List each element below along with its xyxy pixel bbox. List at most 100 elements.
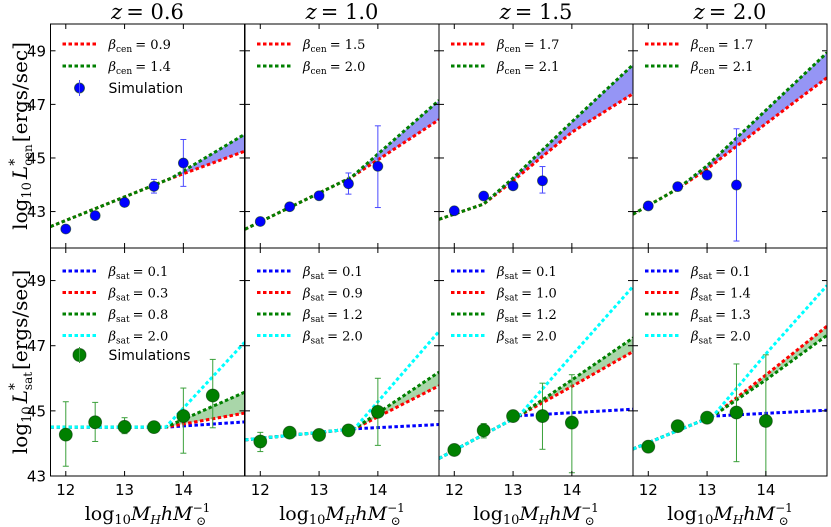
model-line-cyan [439,285,633,460]
axes-frame [244,247,440,477]
y-tick-label: 43 [27,203,46,221]
simulation-point [370,404,385,419]
legend-value: = 1.2 [521,308,557,323]
ylabel-subscript: sat [21,372,35,390]
legend-item: βcen = 1.7 [645,38,753,55]
legend-symbol: β [302,60,311,75]
legend-item: βcen = 0.9 [62,38,171,55]
legend-item: βsat = 2.0 [645,330,751,347]
xlabel-log: log [473,503,503,525]
legend-subscript: sat [311,294,325,304]
simulation-point [731,179,742,191]
legend-subscript: cen [116,45,132,55]
legend-item: βsat = 1.3 [645,308,751,325]
legend-label: βsat = 1.2 [302,308,363,325]
ylabel-log-subscript: 10 [20,406,35,423]
x-tick-label: 12 [56,481,75,499]
legend-subscript: cen [311,67,327,77]
x-tick-label: 13 [310,481,329,499]
simulation-point [478,190,490,202]
legend-symbol: β [690,330,699,345]
simulation-point [284,201,296,213]
legend-subscript: sat [311,337,325,347]
legend-label: βcen = 0.9 [108,38,171,55]
legend-symbol: β [108,265,117,280]
legend-label: βsat = 0.1 [302,265,363,282]
legend-value: = 2.0 [715,330,751,345]
simulation-point [148,180,160,192]
xlabel-log-subscript: 10 [503,513,520,527]
legend-item: βsat = 0.3 [62,287,168,304]
legend-subscript: sat [116,294,130,304]
model-line-red [633,324,827,451]
legend-label: βsat = 2.0 [302,330,363,347]
panel-title: z = 1.0 [305,0,379,24]
legend-value: = 1.3 [715,308,751,323]
legend-item: βsat = 1.0 [451,287,557,304]
legend-symbol: β [302,287,311,302]
ylabel-luminosity: L [8,166,32,180]
legend-label: βsat = 1.0 [496,287,557,304]
model-line-green [633,51,827,216]
legend-value: = 0.8 [133,308,169,323]
legend-value: = 0.1 [521,265,557,280]
x-tick-label: 13 [698,481,717,499]
model-line-cyan [50,341,245,429]
legend-value: = 0.9 [327,287,363,302]
legend-subscript: cen [116,67,132,77]
y-tick-label: 45 [27,402,46,420]
title-variable: z [305,0,318,24]
model-line-green [50,133,245,228]
xlabel-log-subscript: 10 [114,513,131,527]
x-axis-label: log10MHhM−1 ⊙ [279,501,405,527]
legend-item: βsat = 0.1 [645,265,751,282]
legend-item: βsat = 2.0 [62,330,169,347]
legend-symbol: β [302,308,311,323]
legend-symbol: β [496,265,505,280]
simulation-point [537,175,548,187]
legend-value: = 0.9 [135,38,171,53]
legend-symbol: β [108,287,117,302]
legend-value: = 1.0 [521,287,557,302]
model-line-green [245,99,439,231]
simulation-point [89,210,101,221]
simulation-point [341,423,356,438]
x-axis-label: log10MHhM−1 ⊙ [85,501,211,527]
fill-between-band [439,64,633,220]
x-axis-label: log10MHhM−1 ⊙ [473,501,599,527]
legend-symbol: β [496,308,505,323]
xlabel-mass: M [130,503,151,525]
legend-value: = 2.0 [521,330,557,345]
legend-subscript: sat [116,337,130,347]
legend-value: = 2.0 [133,330,169,345]
simulation-point [535,409,550,423]
legend-subscript: sat [699,272,713,282]
legend-label: βcen = 2.1 [496,60,559,77]
legend-subscript: sat [116,315,130,325]
plot-area [633,284,827,476]
legend-item: βsat = 0.9 [257,287,363,304]
legend-symbol: β [302,330,311,345]
ylabel-log-subscript: 10 [20,182,35,199]
title-value: = 1.0 [321,0,379,24]
legend-symbol: β [108,330,117,345]
x-tick-label: 12 [445,481,464,499]
legend-symbol: β [108,308,117,323]
legend-symbol: β [108,38,117,53]
legend-item: βcen = 2.0 [257,60,365,77]
simulation-point [60,223,72,235]
legend-item: βsat = 0.1 [257,265,363,282]
simulation-point [447,443,462,457]
ylabel-log: log [8,423,32,454]
legend-value: = 1.7 [524,38,560,53]
legend-value: = 2.1 [718,60,754,75]
legend-subscript: sat [699,337,713,347]
fill-between-band [633,52,827,215]
legend-label: βsat = 0.9 [302,287,363,304]
